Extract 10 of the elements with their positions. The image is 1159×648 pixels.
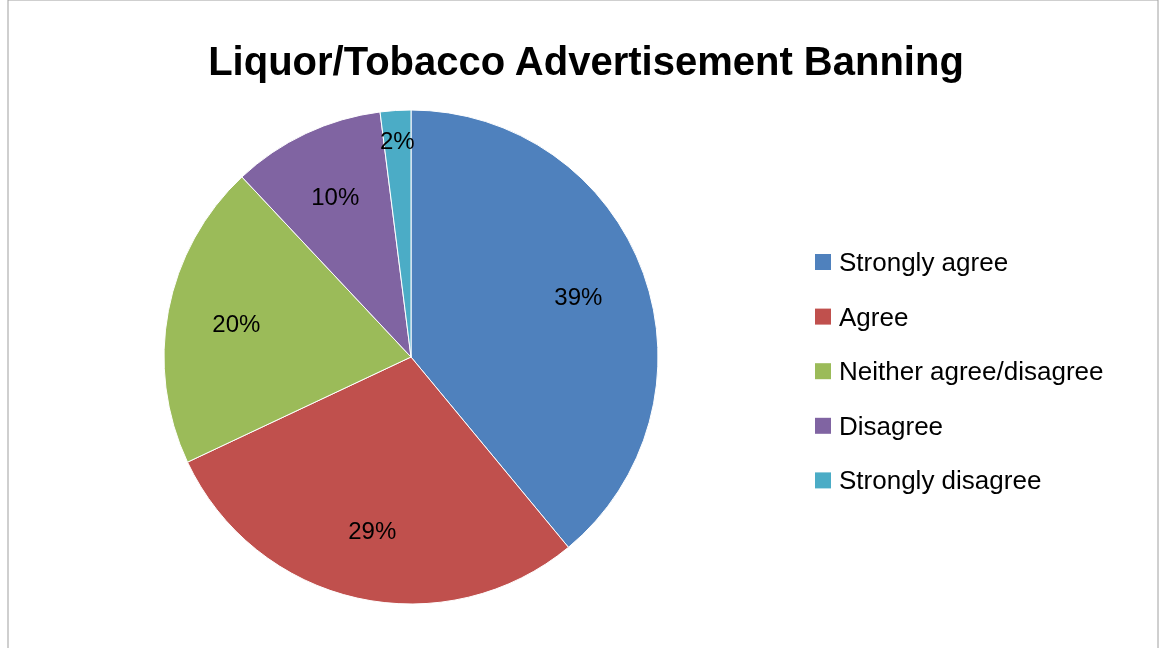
legend-label: Neither agree/disagree (839, 356, 1104, 387)
legend-label: Strongly disagree (839, 465, 1042, 496)
chart-title: Liquor/Tobacco Advertisement Banning (208, 39, 964, 83)
data-label: 39% (554, 283, 603, 311)
data-label: 10% (311, 182, 360, 210)
legend-label: Disagree (839, 410, 944, 441)
legend-label: Agree (839, 301, 909, 332)
legend-label: Strongly agree (839, 247, 1009, 277)
data-label: 20% (212, 310, 261, 338)
data-label: 29% (348, 517, 397, 545)
